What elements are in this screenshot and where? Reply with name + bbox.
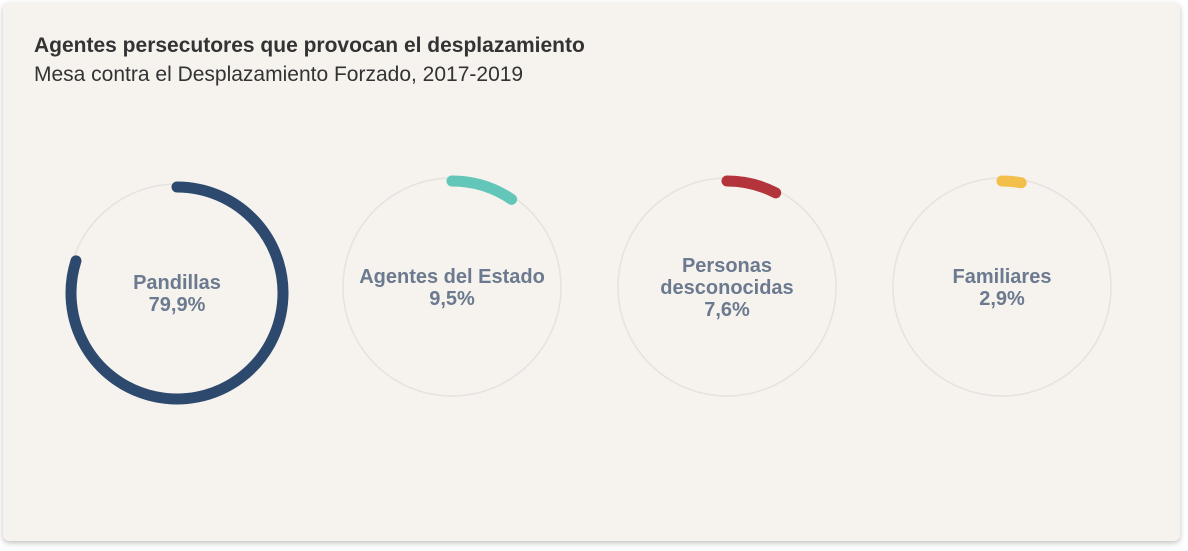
chart-subtitle: Mesa contra el Desplazamiento Forzado, 2… <box>34 63 524 86</box>
ring-category-label: Familiares <box>953 266 1052 288</box>
ring-arc <box>721 175 782 199</box>
chart-card: Agentes persecutores que provocan el des… <box>3 3 1180 541</box>
ring-value-label: 9,5% <box>429 288 475 310</box>
ring-category-label: Personas <box>682 255 772 277</box>
ring-category-label: desconocidas <box>660 277 793 299</box>
ring-value-label: 7,6% <box>704 299 750 321</box>
ring-category-label: Pandillas <box>133 272 221 294</box>
ring-category-label: Agentes del Estado <box>359 266 545 288</box>
ring-arc <box>446 175 518 205</box>
ring-arc <box>996 175 1027 189</box>
ring-value-label: 79,9% <box>149 294 206 316</box>
ring-arc <box>65 181 289 405</box>
chart-title: Agentes persecutores que provocan el des… <box>34 34 585 57</box>
ring-value-label: 2,9% <box>979 288 1025 310</box>
